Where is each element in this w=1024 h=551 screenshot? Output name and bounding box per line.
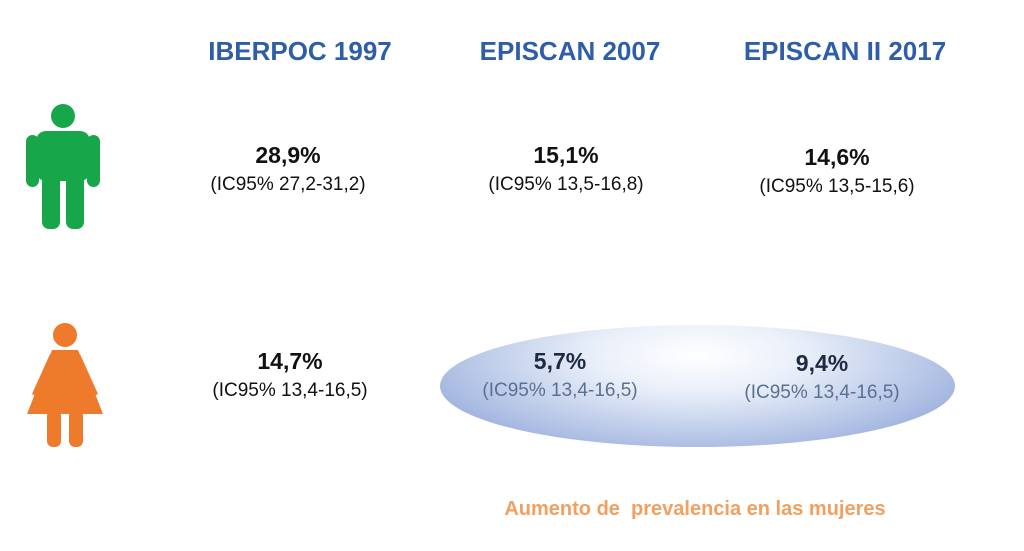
percentage: 5,7% — [533, 348, 587, 374]
confidence-interval: (IC95% 13,5-15,6) — [759, 176, 915, 197]
men-value-1997: 28,9% (IC95% 27,2-31,2) — [158, 140, 418, 198]
percentage: 28,9% — [255, 142, 321, 168]
percentage: 9,4% — [795, 350, 849, 376]
woman-icon — [27, 323, 103, 447]
percentage: 15,1% — [533, 142, 599, 168]
prevalence-note: Aumento de prevalencia en las mujeres — [504, 498, 886, 520]
column-title-episcan: EPISCAN 2007 — [479, 36, 661, 66]
men-value-2007: 15,1% (IC95% 13,5-16,8) — [436, 140, 696, 198]
women-value-2017: 9,4% (IC95% 13,4-16,5) — [692, 348, 952, 406]
women-value-2007: 5,7% (IC95% 13,4-16,5) — [430, 346, 690, 404]
confidence-interval: (IC95% 13,4-16,5) — [482, 380, 638, 401]
percentage: 14,6% — [804, 144, 870, 170]
man-icon — [26, 104, 100, 229]
confidence-interval: (IC95% 13,4-16,5) — [212, 380, 368, 401]
column-title-episcan-ii: EPISCAN II 2017 — [743, 36, 947, 66]
confidence-interval: (IC95% 13,4-16,5) — [744, 382, 900, 403]
percentage: 14,7% — [257, 348, 323, 374]
women-value-1997: 14,7% (IC95% 13,4-16,5) — [160, 346, 420, 404]
men-value-2017: 14,6% (IC95% 13,5-15,6) — [707, 142, 967, 200]
column-title-iberpoc: IBERPOC 1997 — [208, 36, 392, 66]
confidence-interval: (IC95% 27,2-31,2) — [210, 174, 366, 195]
confidence-interval: (IC95% 13,5-16,8) — [488, 174, 644, 195]
highlight-ellipse — [440, 325, 955, 447]
